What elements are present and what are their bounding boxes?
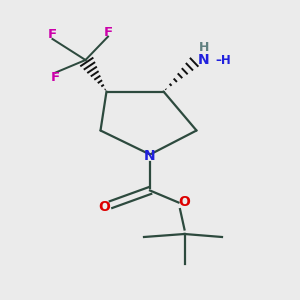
Text: O: O	[98, 200, 110, 214]
Text: N: N	[198, 53, 210, 67]
Text: H: H	[199, 41, 209, 55]
Text: –H: –H	[216, 53, 231, 67]
Text: F: F	[103, 26, 112, 39]
Text: F: F	[51, 70, 60, 84]
Text: N: N	[144, 149, 156, 163]
Text: F: F	[48, 28, 57, 41]
Text: O: O	[178, 195, 190, 209]
